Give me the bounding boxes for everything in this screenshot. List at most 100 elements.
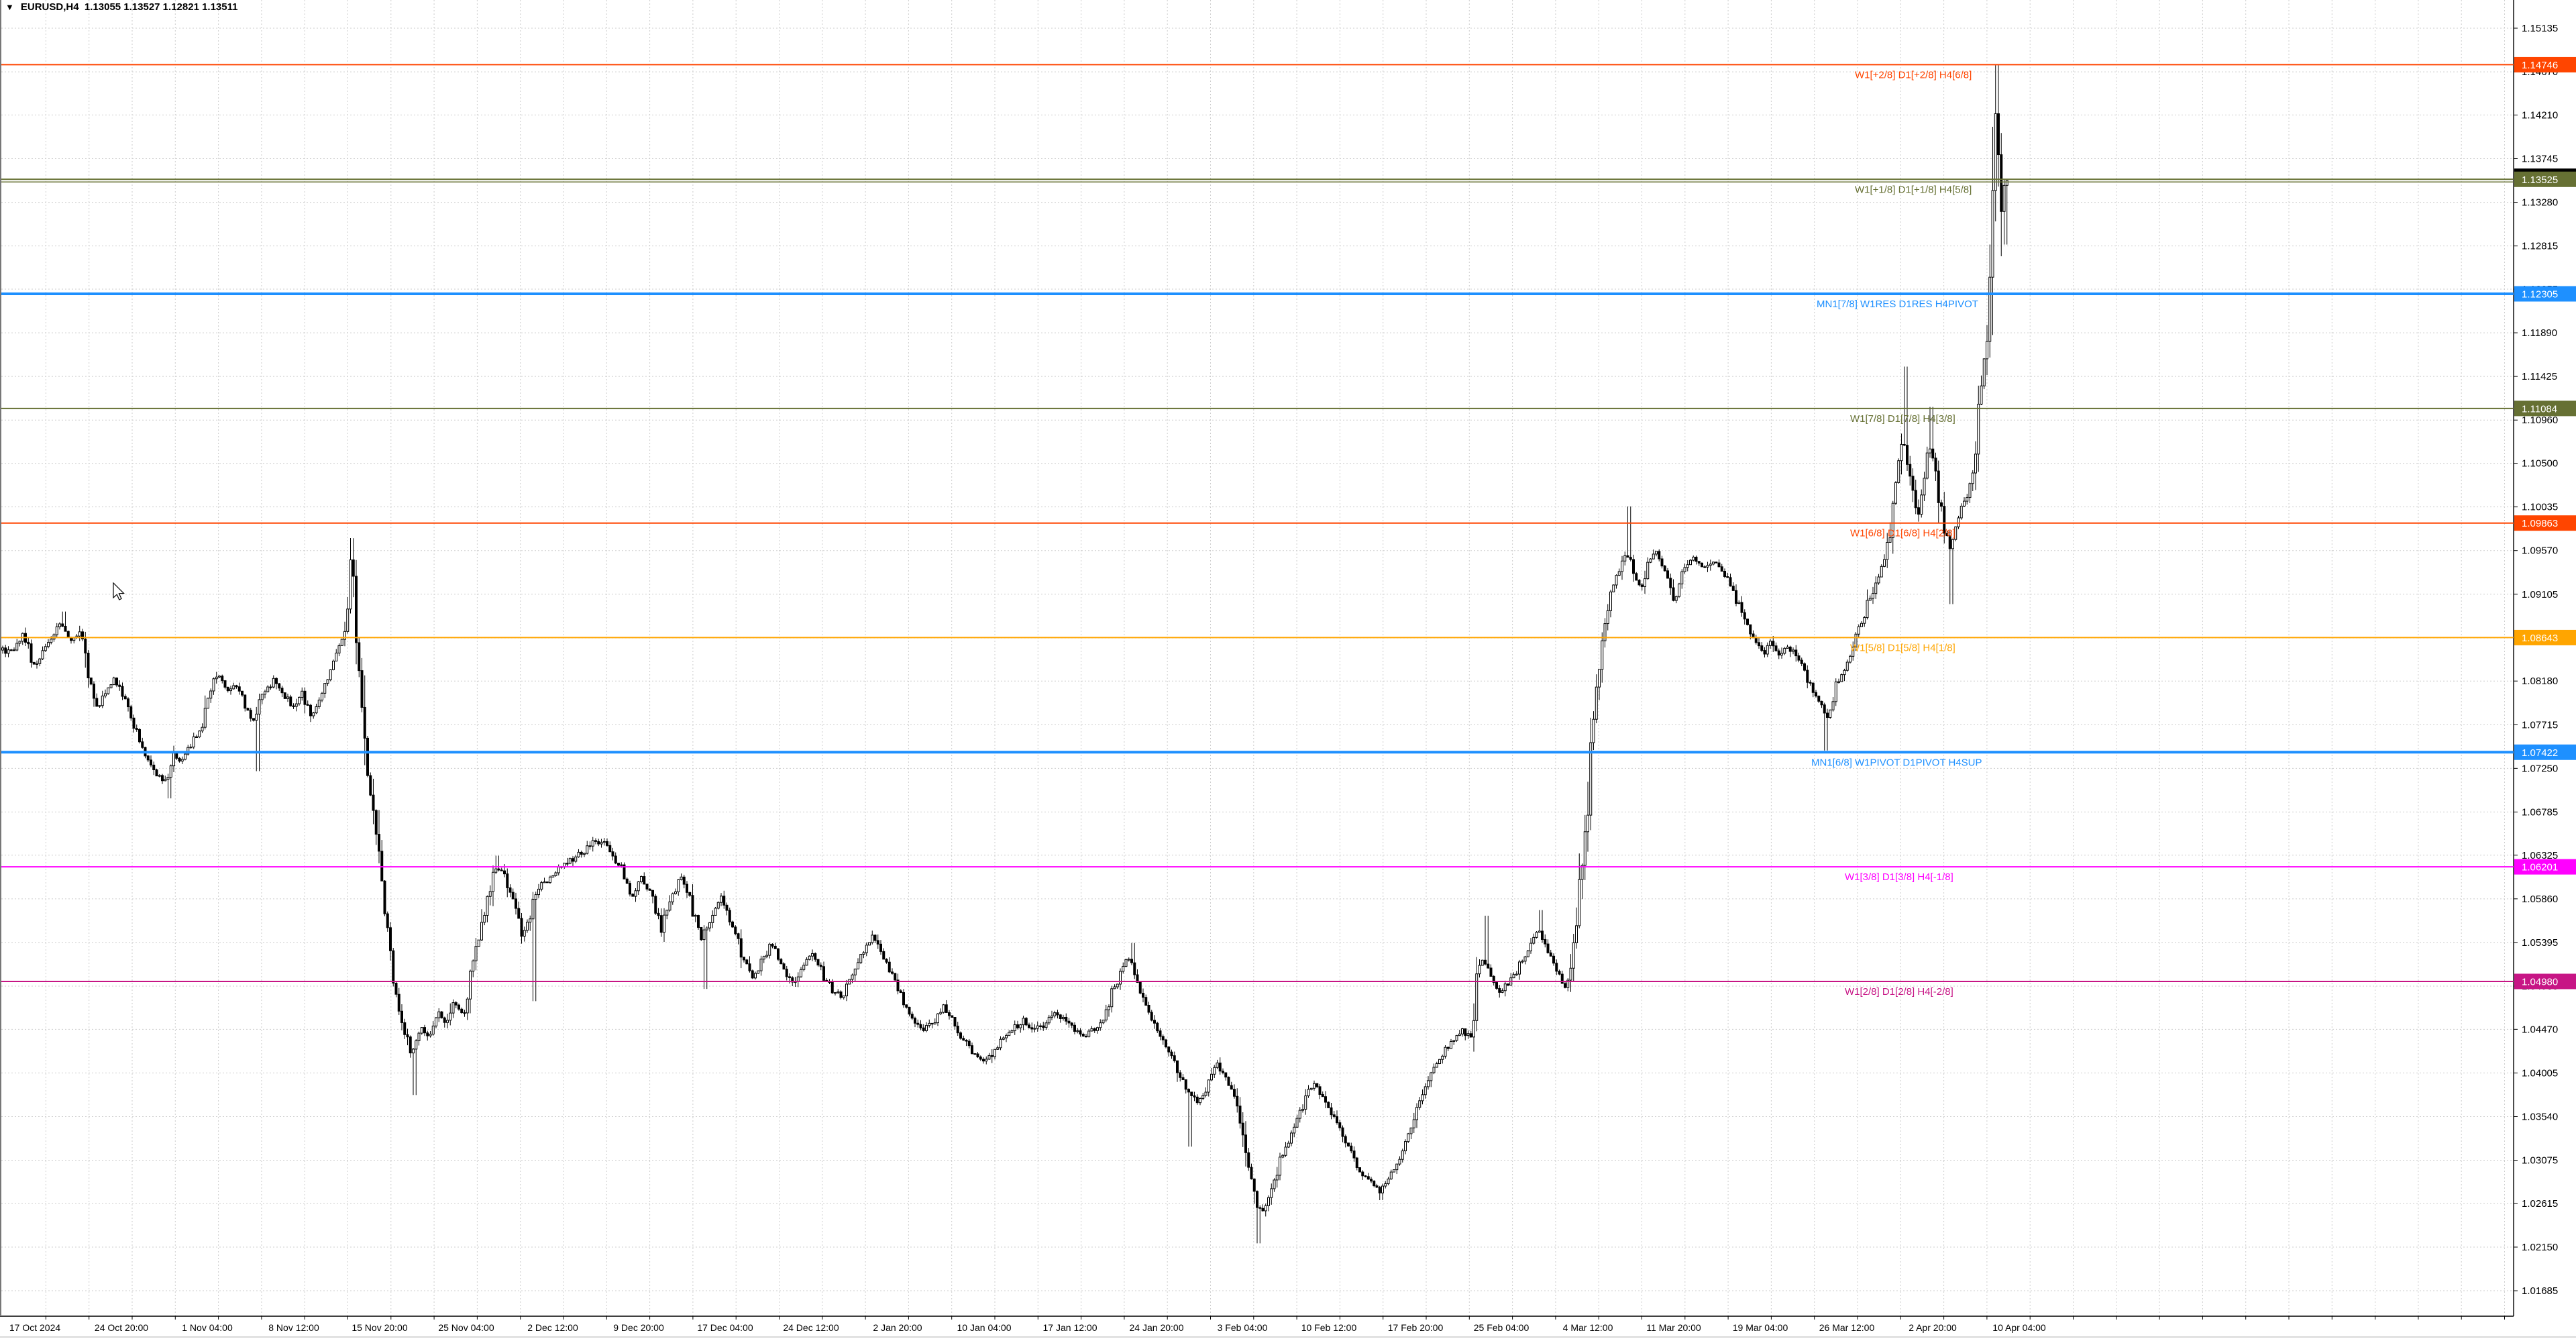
candle-body-bull xyxy=(1606,610,1609,625)
price-axis[interactable] xyxy=(2514,0,2576,1316)
candle-body-bear xyxy=(700,926,703,941)
candle-body-bear xyxy=(908,1006,911,1015)
candle-body-bull xyxy=(600,842,603,845)
candle-body-bull xyxy=(994,1049,996,1057)
candle-body-bull xyxy=(1421,1094,1424,1102)
candle-body-bull xyxy=(1569,967,1572,981)
candle-body-bull xyxy=(109,684,113,688)
candle-body-bull xyxy=(480,922,483,941)
symbol-period-label: EURUSD,H4 xyxy=(20,1,79,13)
candle-body-bull xyxy=(1900,444,1903,462)
candle-body-bear xyxy=(771,943,774,947)
candle-body-bull xyxy=(1877,576,1880,584)
candle-body-bull xyxy=(1387,1178,1390,1185)
price-tick-label: 1.10960 xyxy=(2522,415,2558,426)
candle-body-bear xyxy=(1826,712,1829,718)
candle-body-bull xyxy=(665,910,669,916)
candle-body-bull xyxy=(1393,1169,1395,1173)
candle-body-bear xyxy=(511,892,515,900)
candle-body-bear xyxy=(688,892,692,896)
candle-body-bull xyxy=(494,868,498,873)
candle-body-bull xyxy=(323,683,327,694)
candle-body-bull xyxy=(294,703,298,707)
candle-body-bull xyxy=(1036,1025,1039,1029)
candle-body-bull xyxy=(1384,1183,1387,1187)
candle-body-bull xyxy=(1652,553,1655,559)
candle-body-bear xyxy=(1735,590,1737,604)
candle-body-bull xyxy=(44,646,47,651)
candle-body-bear xyxy=(146,755,150,761)
candle-body-bear xyxy=(360,670,364,708)
candle-body-bear xyxy=(1666,570,1669,579)
candle-body-bear xyxy=(1176,1060,1179,1073)
candle-body-bear xyxy=(1469,1033,1472,1038)
time-axis[interactable] xyxy=(0,1317,2514,1338)
candle-body-bear xyxy=(1495,982,1498,989)
candle-body-bull xyxy=(1974,453,1977,474)
candle-body-bull xyxy=(985,1059,988,1062)
candle-body-bear xyxy=(617,863,620,866)
candle-body-bull xyxy=(101,695,104,706)
candle-body-bear xyxy=(278,683,281,689)
candle-body-bull xyxy=(1845,661,1849,671)
candle-body-bear xyxy=(275,678,278,684)
candle-body-bear xyxy=(289,696,292,706)
candle-body-bear xyxy=(1070,1022,1073,1026)
candle-body-bull xyxy=(1108,1006,1110,1010)
candle-body-bear xyxy=(1800,659,1803,664)
candle-body-bear xyxy=(879,943,882,952)
candle-body-bear xyxy=(460,1008,464,1014)
price-tick-label: 1.15135 xyxy=(2522,23,2558,34)
candle-body-bear xyxy=(1161,1036,1165,1040)
candle-body-bull xyxy=(1122,966,1125,972)
candle-body-bear xyxy=(369,775,372,796)
candle-body-bear xyxy=(1729,577,1732,587)
candle-body-bear xyxy=(739,938,743,958)
candle-body-bear xyxy=(303,690,307,705)
candle-body-bear xyxy=(129,706,133,718)
candle-body-bull xyxy=(871,934,874,943)
candle-body-bear xyxy=(606,841,608,846)
candle-body-bear xyxy=(1772,641,1775,647)
candle-body-bull xyxy=(1963,500,1966,506)
candle-body-bull xyxy=(1623,555,1627,561)
candle-body-bear xyxy=(648,888,651,891)
candle-body-bear xyxy=(1079,1030,1082,1035)
candle-body-bear xyxy=(1150,1012,1153,1021)
candle-body-bear xyxy=(306,704,309,706)
candle-body-bull xyxy=(1053,1012,1057,1016)
candle-body-bull xyxy=(58,623,61,627)
candle-body-bear xyxy=(1823,704,1826,714)
symbol-dropdown-icon[interactable]: ▼ xyxy=(5,1,14,12)
candle-body-bull xyxy=(1415,1107,1418,1120)
candle-body-bear xyxy=(629,883,631,895)
candle-body-bear xyxy=(426,1032,429,1036)
candle-body-bull xyxy=(591,840,594,847)
candle-body-bull xyxy=(1501,990,1504,993)
candle-body-bear xyxy=(178,757,181,762)
candle-body-bull xyxy=(349,559,352,610)
candle-body-bull xyxy=(36,663,38,665)
candle-body-bull xyxy=(474,946,478,961)
candle-body-bull xyxy=(987,1055,991,1060)
candle-body-bull xyxy=(158,775,161,777)
candle-body-bear xyxy=(244,694,247,709)
time-axis-label: 15 Nov 20:00 xyxy=(352,1322,407,1333)
candle-body-bull xyxy=(1304,1095,1307,1110)
candle-body-bear xyxy=(819,965,822,967)
candle-body-bear xyxy=(1059,1014,1062,1019)
candle-body-bear xyxy=(517,908,521,919)
candle-body-bull xyxy=(543,881,546,883)
level-price-badge xyxy=(2514,744,2576,760)
candle-body-bull xyxy=(1843,670,1846,676)
candle-body-bear xyxy=(1740,602,1743,613)
candle-body-bear xyxy=(625,878,629,884)
candle-body-bear xyxy=(614,855,617,864)
level-badge-text: 1.12305 xyxy=(2522,289,2558,301)
time-axis-label: 2 Jan 20:00 xyxy=(873,1322,922,1333)
candle-body-bull xyxy=(668,901,672,911)
candle-body-bear xyxy=(1931,448,1935,459)
